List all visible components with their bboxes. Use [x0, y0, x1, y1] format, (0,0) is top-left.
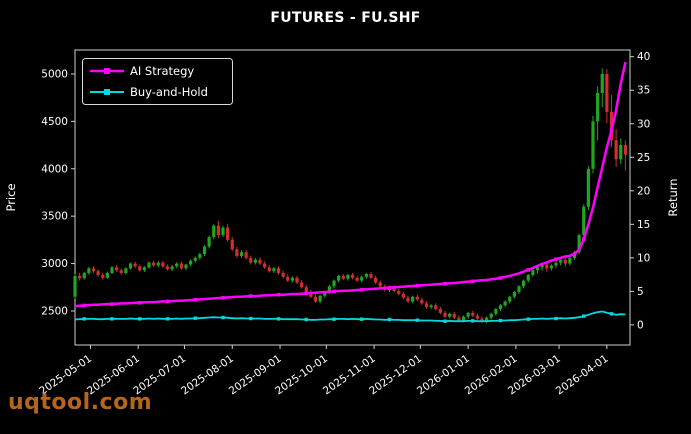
return-tick-label: 15	[637, 219, 650, 231]
legend: AI Strategy Buy-and-Hold	[82, 58, 233, 105]
candlestick-series	[73, 68, 627, 324]
watermark: uqtool.com	[8, 390, 153, 415]
price-tick-label: 4500	[41, 116, 68, 128]
return-tick-label: 10	[637, 252, 650, 264]
legend-label: Buy-and-Hold	[130, 85, 208, 99]
legend-marker	[104, 68, 110, 74]
price-tick-label: 4000	[41, 163, 68, 175]
price-tick-label: 3000	[41, 258, 68, 270]
return-tick-label: 0	[637, 319, 644, 331]
return-tick-label: 40	[637, 51, 650, 63]
ai-strategy-line	[74, 61, 627, 308]
y-axis-left-title: Price	[4, 183, 18, 211]
return-tick-label: 20	[637, 185, 650, 197]
price-tick-label: 3500	[41, 211, 68, 223]
date-tick-label: 2025-08-01	[179, 353, 236, 398]
date-tick-label: 2026-01-01	[415, 353, 472, 398]
y-axis-right-title: Return	[666, 178, 680, 216]
price-tick-label: 5000	[41, 68, 68, 80]
return-tick-label: 5	[637, 286, 644, 298]
y-axis-right: 0 5 10 15 20 25 30 35 40	[630, 51, 650, 331]
y-axis-left: 2500 3000 3500 4000 4500 5000	[41, 68, 75, 317]
chart-title: FUTURES - FU.SHF	[270, 10, 421, 26]
return-tick-label: 30	[637, 118, 650, 130]
date-tick-label: 2026-04-01	[554, 353, 611, 398]
price-tick-label: 2500	[41, 305, 68, 317]
legend-marker	[104, 89, 110, 95]
buy-and-hold-line	[74, 310, 626, 323]
legend-label: AI Strategy	[130, 64, 194, 78]
return-tick-label: 35	[637, 85, 650, 97]
date-tick-label: 2025-10-01	[273, 353, 330, 398]
return-tick-label: 25	[637, 152, 650, 164]
date-tick-label: 2025-12-01	[367, 353, 424, 398]
